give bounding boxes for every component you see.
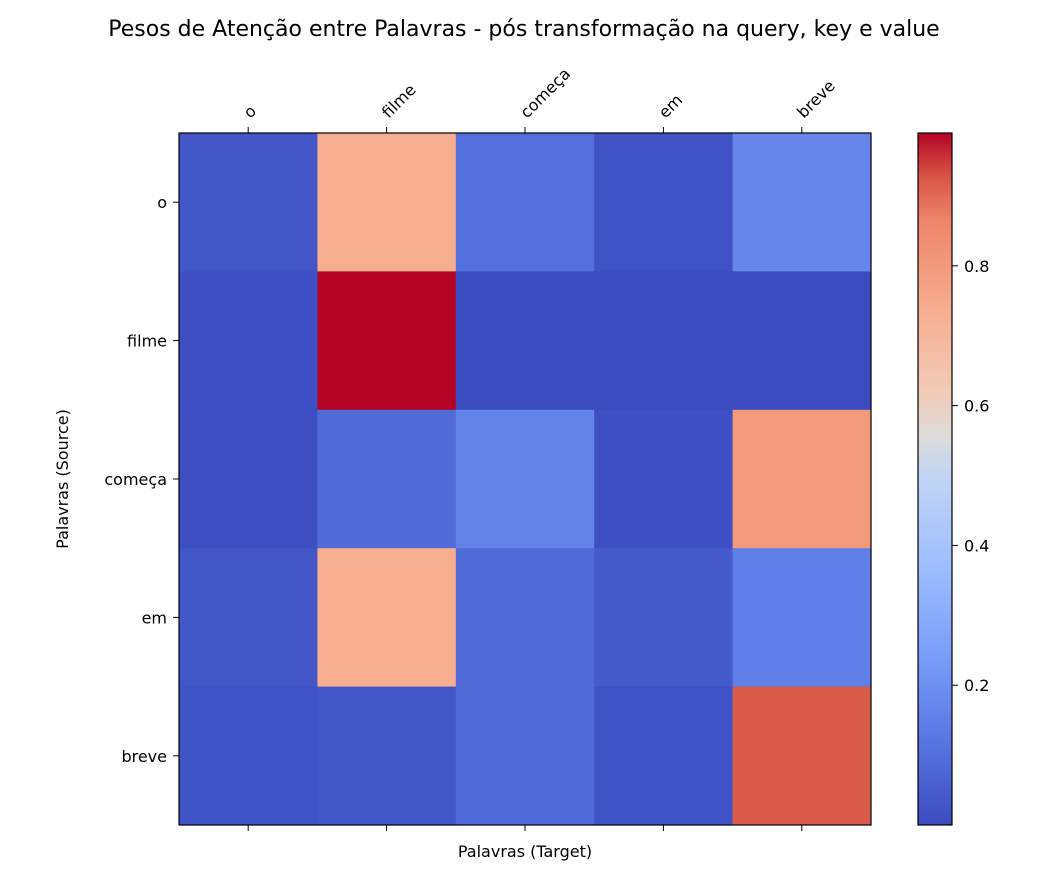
heatmap-cell-4-3 bbox=[594, 686, 734, 826]
heatmap-cell-2-2 bbox=[455, 409, 595, 549]
heatmap-cell-2-1 bbox=[317, 409, 457, 549]
y-tick-label: em bbox=[142, 608, 167, 627]
heatmap-cell-0-1 bbox=[317, 133, 457, 272]
heatmap-cell-0-0 bbox=[179, 133, 318, 272]
heatmap-cell-3-4 bbox=[732, 548, 872, 688]
heatmap-cell-0-4 bbox=[732, 133, 872, 272]
heatmap-cell-4-1 bbox=[317, 686, 457, 826]
y-tick-label: o bbox=[157, 193, 167, 212]
heatmap-cell-1-3 bbox=[594, 271, 734, 411]
heatmap-cell-2-3 bbox=[594, 409, 734, 549]
heatmap-cell-2-4 bbox=[732, 409, 872, 549]
heatmap-cell-4-4 bbox=[732, 686, 872, 826]
chart-title: Pesos de Atenção entre Palavras - pós tr… bbox=[108, 17, 939, 42]
heatmap-cell-0-2 bbox=[455, 133, 595, 272]
y-ticks: o filme começa em breve bbox=[104, 193, 179, 766]
x-tick-label: filme bbox=[378, 80, 420, 122]
colorbar-tick-label: 0.4 bbox=[964, 536, 989, 555]
heatmap-cell-3-2 bbox=[455, 548, 595, 688]
x-tick-label: o bbox=[240, 101, 260, 121]
y-tick-label: começa bbox=[104, 470, 167, 489]
x-axis-label: Palavras (Target) bbox=[458, 842, 592, 861]
colorbar-tick-label: 0.2 bbox=[964, 676, 989, 695]
x-tick-label: começa bbox=[516, 64, 574, 122]
heatmap-cell-1-2 bbox=[455, 271, 595, 411]
colorbar-tick-label: 0.6 bbox=[964, 397, 989, 416]
colorbar bbox=[917, 132, 953, 826]
heatmap-cell-3-3 bbox=[594, 548, 734, 688]
colorbar-tick-label: 0.8 bbox=[964, 257, 989, 276]
heatmap-cell-4-2 bbox=[455, 686, 595, 826]
heatmap-cell-0-3 bbox=[594, 133, 734, 272]
y-axis-label: Palavras (Source) bbox=[53, 409, 72, 549]
colorbar-ticks: 0.2 0.4 0.6 0.8 bbox=[952, 257, 989, 695]
x-tick-label: breve bbox=[793, 76, 839, 122]
heatmap-cell-1-1 bbox=[317, 271, 457, 411]
heatmap-cell-3-1 bbox=[317, 548, 457, 688]
heatmap-cell-1-0 bbox=[179, 271, 318, 411]
heatmap-cell-4-0 bbox=[179, 686, 318, 826]
heatmap-cell-2-0 bbox=[179, 409, 318, 549]
heatmap-cell-1-4 bbox=[732, 271, 872, 411]
heatmap-cells bbox=[179, 133, 872, 826]
heatmap-cell-3-0 bbox=[179, 548, 318, 688]
y-tick-label: breve bbox=[121, 747, 167, 766]
y-tick-label: filme bbox=[127, 332, 167, 351]
x-tick-label: em bbox=[655, 90, 686, 121]
